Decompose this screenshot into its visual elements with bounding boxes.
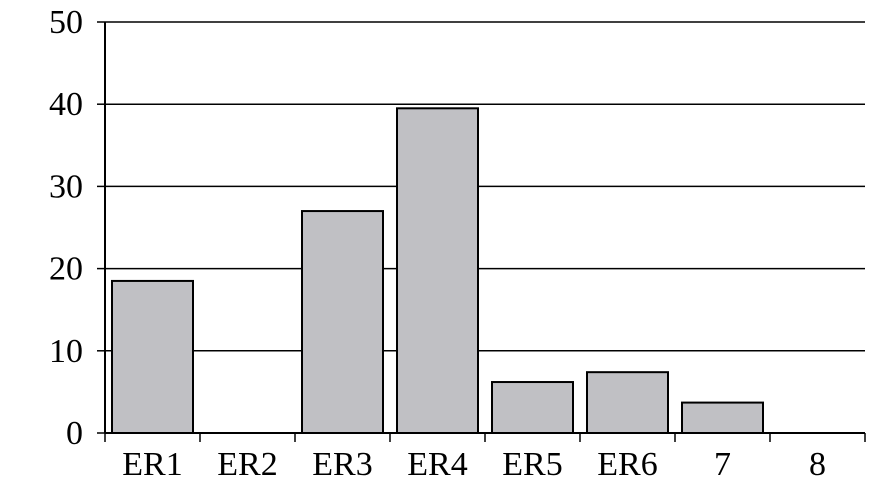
y-tick-label: 50 bbox=[49, 4, 83, 41]
axes bbox=[97, 21, 866, 442]
x-tick-label: ER1 bbox=[122, 446, 182, 483]
x-tick-label: 7 bbox=[714, 446, 731, 483]
bar-ER1 bbox=[111, 279, 194, 434]
bar-ER3 bbox=[301, 210, 384, 434]
x-tick-labels: ER1 ER2 ER3 ER4 ER5 ER6 7 8 bbox=[122, 446, 826, 483]
x-tick-label: ER2 bbox=[217, 446, 277, 483]
y-tick-label: 40 bbox=[49, 86, 83, 123]
bar-ER5 bbox=[491, 381, 574, 435]
bars bbox=[111, 107, 764, 435]
y-tick-label: 20 bbox=[49, 251, 83, 288]
x-tick-label: ER3 bbox=[312, 446, 372, 483]
x-tick-label: ER5 bbox=[502, 446, 562, 483]
y-tick-label: 0 bbox=[66, 415, 83, 452]
y-tick-labels: 0 10 20 30 40 50 bbox=[49, 4, 83, 452]
y-tick-label: 30 bbox=[49, 168, 83, 205]
bar-ER4 bbox=[396, 107, 479, 434]
y-tick-label: 10 bbox=[49, 333, 83, 370]
x-tick-label: ER4 bbox=[407, 446, 467, 483]
gridlines bbox=[105, 21, 865, 352]
x-tick-label: ER6 bbox=[597, 446, 657, 483]
bar-7 bbox=[681, 401, 764, 434]
bar-ER6 bbox=[586, 371, 669, 434]
x-tick-label: 8 bbox=[809, 446, 826, 483]
